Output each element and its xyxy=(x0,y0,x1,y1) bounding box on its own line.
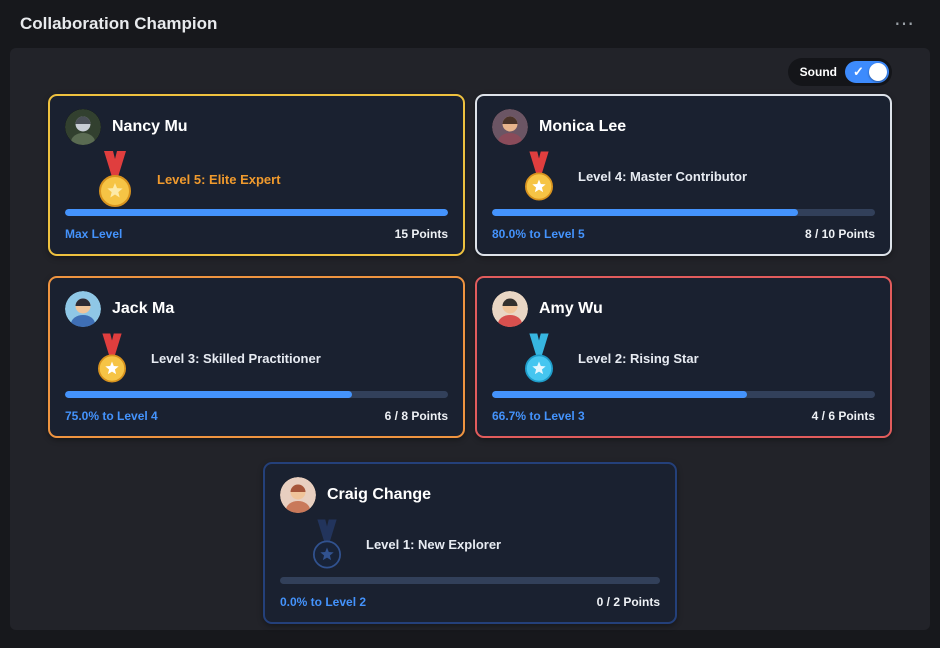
medal-row: Level 3: Skilled Practitioner xyxy=(91,333,448,383)
progress-track xyxy=(492,209,875,216)
champion-cards-grid: Nancy Mu Level 5: Elite Expert Max Level… xyxy=(48,94,892,624)
card-header: Craig Change xyxy=(280,477,660,513)
sound-toggle-label: Sound xyxy=(799,65,837,79)
medal-icon xyxy=(98,333,126,383)
member-name: Craig Change xyxy=(327,486,432,503)
card-footer: 80.0% to Level 5 8 / 10 Points xyxy=(492,227,875,241)
points-label: 4 / 6 Points xyxy=(811,409,875,423)
avatar xyxy=(492,291,528,327)
points-label: 6 / 8 Points xyxy=(384,409,448,423)
check-icon: ✓ xyxy=(853,64,864,79)
medal-icon xyxy=(313,519,341,569)
level-label: Level 1: New Explorer xyxy=(366,536,502,552)
avatar xyxy=(65,291,101,327)
progress-track xyxy=(65,209,448,216)
progress-track xyxy=(492,391,875,398)
avatar xyxy=(280,477,316,513)
champion-card-jack: Jack Ma Level 3: Skilled Practitioner 75… xyxy=(48,276,465,438)
card-header: Jack Ma xyxy=(65,291,448,327)
card-footer: Max Level 15 Points xyxy=(65,227,448,241)
medal-icon xyxy=(525,151,553,201)
progress-bar xyxy=(65,391,448,398)
progress-status: Max Level xyxy=(65,227,123,241)
card-header: Monica Lee xyxy=(492,109,875,145)
medal-row: Level 5: Elite Expert xyxy=(91,151,448,207)
member-name: Nancy Mu xyxy=(112,118,188,135)
progress-bar xyxy=(492,209,875,216)
top-bar: Collaboration Champion ⋯ xyxy=(0,0,940,48)
card-footer: 66.7% to Level 3 4 / 6 Points xyxy=(492,409,875,423)
medal-icon xyxy=(525,333,553,383)
progress-fill xyxy=(492,209,799,216)
card-footer: 0.0% to Level 2 0 / 2 Points xyxy=(280,595,660,609)
avatar xyxy=(65,109,101,145)
toggle-row: Sound ✓ xyxy=(48,58,892,86)
card-footer: 75.0% to Level 4 6 / 8 Points xyxy=(65,409,448,423)
medal-icon xyxy=(99,151,131,207)
progress-status: 66.7% to Level 3 xyxy=(492,409,585,423)
avatar xyxy=(492,109,528,145)
points-label: 8 / 10 Points xyxy=(804,227,875,241)
toggle-switch[interactable]: ✓ xyxy=(845,61,889,83)
points-label: 15 Points xyxy=(394,227,448,241)
progress-fill xyxy=(65,391,353,398)
more-options-button[interactable]: ⋯ xyxy=(890,12,920,36)
card-header: Nancy Mu xyxy=(65,109,448,145)
level-label: Level 2: Rising Star xyxy=(578,350,699,366)
champion-card-nancy: Nancy Mu Level 5: Elite Expert Max Level… xyxy=(48,94,465,256)
main-panel: Sound ✓ Nancy Mu xyxy=(10,48,930,630)
sound-toggle[interactable]: Sound ✓ xyxy=(787,58,892,86)
level-label: Level 3: Skilled Practitioner xyxy=(151,350,321,366)
member-name: Amy Wu xyxy=(539,300,603,317)
card-header: Amy Wu xyxy=(492,291,875,327)
progress-track xyxy=(280,577,660,584)
progress-fill xyxy=(65,209,448,216)
progress-fill xyxy=(492,391,748,398)
medal-row: Level 2: Rising Star xyxy=(518,333,875,383)
progress-status: 0.0% to Level 2 xyxy=(280,595,367,609)
member-name: Jack Ma xyxy=(112,300,175,317)
level-label: Level 4: Master Contributor xyxy=(578,168,748,184)
member-name: Monica Lee xyxy=(539,118,627,135)
toggle-knob xyxy=(869,63,887,81)
champion-card-craig: Craig Change Level 1: New Explorer 0.0% … xyxy=(263,462,677,624)
medal-row: Level 1: New Explorer xyxy=(306,519,660,569)
progress-bar xyxy=(280,577,660,584)
medal-row: Level 4: Master Contributor xyxy=(518,151,875,201)
points-label: 0 / 2 Points xyxy=(596,595,660,609)
page-title: Collaboration Champion xyxy=(20,14,218,33)
progress-bar xyxy=(492,391,875,398)
level-label: Level 5: Elite Expert xyxy=(157,171,281,187)
champion-card-monica: Monica Lee Level 4: Master Contributor 8… xyxy=(475,94,892,256)
champion-card-amy: Amy Wu Level 2: Rising Star 66.7% to Lev… xyxy=(475,276,892,438)
progress-status: 80.0% to Level 5 xyxy=(492,227,585,241)
progress-track xyxy=(65,391,448,398)
progress-status: 75.0% to Level 4 xyxy=(65,409,158,423)
progress-bar xyxy=(65,209,448,216)
